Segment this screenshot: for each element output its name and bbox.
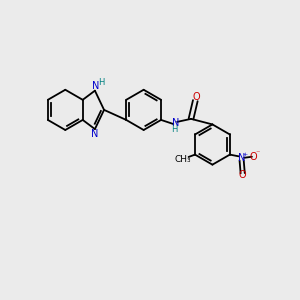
Text: O: O: [239, 170, 247, 180]
Text: N: N: [172, 118, 179, 128]
Text: N: N: [91, 129, 99, 140]
Text: H: H: [171, 125, 177, 134]
Text: H: H: [98, 78, 105, 87]
Text: O: O: [192, 92, 200, 101]
Text: O: O: [250, 152, 257, 162]
Text: +: +: [243, 152, 248, 157]
Text: ⁻: ⁻: [256, 148, 260, 158]
Text: CH₃: CH₃: [175, 155, 192, 164]
Text: N: N: [238, 153, 245, 163]
Text: N: N: [92, 81, 99, 91]
